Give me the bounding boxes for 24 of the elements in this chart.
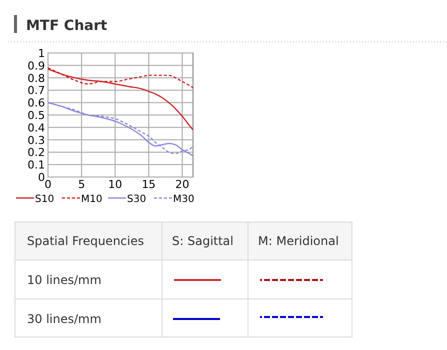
x-tick-label: 20	[175, 178, 190, 191]
text: 10 lines/mm	[27, 273, 102, 287]
y-tick-label: 1	[38, 47, 45, 60]
legend-label: M10	[81, 194, 102, 205]
x-tick-label: 5	[78, 178, 86, 191]
legend-label: S10	[35, 194, 54, 205]
y-tick-label: 0.6	[28, 96, 45, 110]
y-tick-label: 0.7	[28, 84, 45, 98]
text: M: Meridional	[258, 234, 339, 248]
y-tick-label: 0.2	[28, 146, 45, 160]
y-tick-label: 0.1	[28, 158, 45, 172]
text: S: Sagittal	[172, 234, 234, 248]
y-tick-label: 0.9	[28, 59, 45, 72]
text: 30 lines/mm	[27, 312, 102, 326]
y-tick-label: 0.4	[28, 121, 45, 134]
legend-label: S30	[127, 194, 146, 205]
y-tick-label: 0.8	[28, 72, 45, 85]
y-tick-label: 0.3	[28, 134, 45, 147]
legend-label: M30	[173, 194, 194, 205]
chart-title: MTF Chart	[26, 18, 108, 34]
x-tick-label: 15	[142, 178, 156, 191]
text: Spatial Frequencies	[27, 234, 144, 248]
x-tick-label: 10	[108, 178, 122, 191]
y-tick-label: 0.5	[28, 109, 45, 122]
